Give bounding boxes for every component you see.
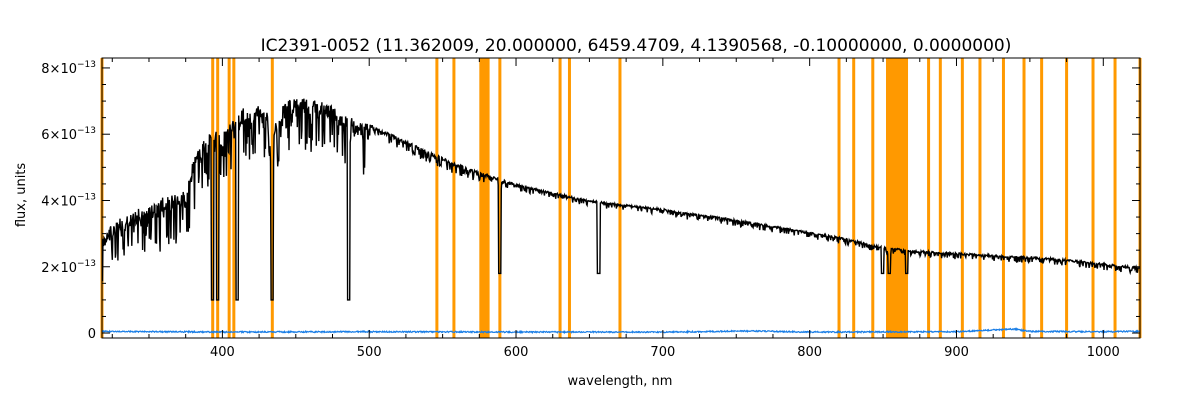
plot-frame [101,57,1141,339]
mask-band-line [1091,58,1095,338]
mask-band-line [558,58,562,338]
x-tick-label: 400 [210,345,235,360]
mask-band-line [978,58,982,338]
mask-band-line [871,58,875,338]
mask-band-line [927,58,931,338]
mask-band-line [1001,58,1005,338]
mask-band-line [1022,58,1026,338]
mask-band-line [216,58,220,338]
mask-band-line [232,58,236,338]
mask-band-line [498,58,502,338]
mask-bands [100,58,1142,338]
mask-band-line [837,58,841,338]
x-tick-label: 800 [797,345,822,360]
flux-series [101,98,1140,301]
mask-band-line [435,58,439,338]
mask-band-line [938,58,942,338]
x-tick-label: 1000 [1087,345,1120,360]
x-tick-label: 500 [357,345,382,360]
y-tick-label: 4×10−13 [41,192,96,209]
mask-band-line [960,58,964,338]
mask-band-line [1113,58,1117,338]
mask-band-span [886,58,909,338]
x-tick-label: 900 [944,345,969,360]
y-tick-label: 2×10−13 [41,259,96,276]
mask-band-line [852,58,856,338]
x-tick-label: 700 [650,345,675,360]
x-axis-label: wavelength, nm [568,374,673,389]
mask-band-line [1040,58,1044,338]
x-tick-label: 600 [504,345,529,360]
mask-band-line [618,58,622,338]
series-layer [101,98,1140,335]
mask-band-line [1065,58,1069,338]
mask-band-span [479,58,490,338]
mask-band-line [452,58,456,338]
error-series [102,327,1140,335]
y-axis-label: flux, units [14,163,29,228]
chart-title: IC2391-0052 (11.362009, 20.000000, 6459.… [261,36,1012,56]
axis-ticks: 400 500 600 700 800 900 1000 0 2×10−13 4×10−13 6×1… [41,58,1141,360]
y-tick-label: 0 [88,327,96,342]
mask-band-line [227,58,231,338]
mask-band-line [211,58,215,338]
mask-band-line [270,58,274,338]
y-tick-label: 8×10−13 [41,60,96,77]
y-tick-label: 6×10−13 [41,126,96,143]
